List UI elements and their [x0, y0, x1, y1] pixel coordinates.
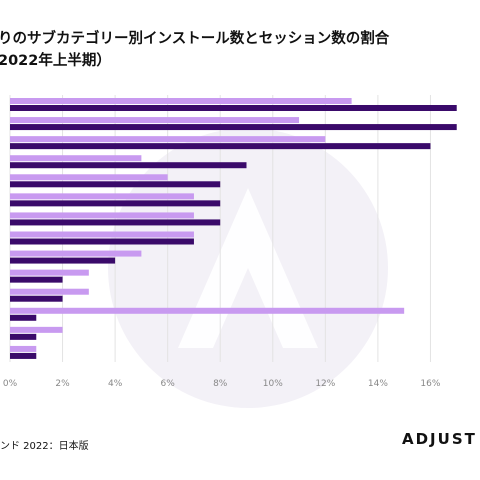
bar-installs-11 — [10, 307, 405, 314]
bar-sessions-13 — [10, 352, 37, 359]
bar-installs-5 — [10, 193, 194, 200]
x-tick-label: 12% — [315, 379, 335, 389]
x-tick-label: 2% — [55, 379, 70, 389]
bar-installs-0 — [10, 98, 352, 104]
bar-installs-4 — [10, 174, 168, 181]
bar-installs-8 — [10, 250, 142, 257]
bar-installs-3 — [10, 155, 142, 162]
bar-sessions-3 — [10, 162, 247, 169]
bar-sessions-5 — [10, 200, 221, 207]
bar-sessions-2 — [10, 143, 431, 150]
bar-installs-9 — [10, 269, 89, 276]
bar-sessions-0 — [10, 105, 457, 111]
x-tick-label: 10% — [263, 379, 283, 389]
bar-chart: 0%2%4%6%8%10%12%14%16%1 — [3, 95, 457, 389]
chart-title-line2: 2022年上半期） — [0, 53, 111, 69]
bar-installs-2 — [10, 136, 326, 143]
x-tick-label: 8% — [213, 379, 228, 389]
bar-sessions-4 — [10, 181, 221, 188]
footer-source: ンド 2022：日本版 — [0, 441, 89, 452]
bar-sessions-7 — [10, 238, 194, 245]
x-tick-label: 0% — [3, 379, 18, 389]
x-tick-label: 14% — [368, 379, 388, 389]
bar-sessions-6 — [10, 219, 221, 226]
x-tick-label: 6% — [161, 379, 176, 389]
bar-installs-1 — [10, 117, 300, 124]
x-tick-label: 16% — [420, 379, 440, 389]
chart-title: りのサブカテゴリー別インストール数とセッション数の割合 2022年上半期） — [0, 28, 478, 72]
bar-installs-13 — [10, 345, 37, 352]
bar-installs-12 — [10, 326, 63, 333]
bar-sessions-8 — [10, 257, 116, 264]
adjust-logo: ADJUST — [402, 430, 477, 448]
bar-sessions-10 — [10, 295, 63, 302]
bar-installs-10 — [10, 288, 89, 295]
chart-title-line1: りのサブカテゴリー別インストール数とセッション数の割合 — [0, 31, 390, 47]
bar-installs-7 — [10, 231, 194, 238]
bar-sessions-11 — [10, 314, 37, 321]
bar-sessions-1 — [10, 124, 457, 131]
x-tick-label: 4% — [108, 379, 123, 389]
bar-sessions-9 — [10, 276, 63, 283]
bar-installs-6 — [10, 212, 194, 219]
bar-sessions-12 — [10, 333, 37, 340]
